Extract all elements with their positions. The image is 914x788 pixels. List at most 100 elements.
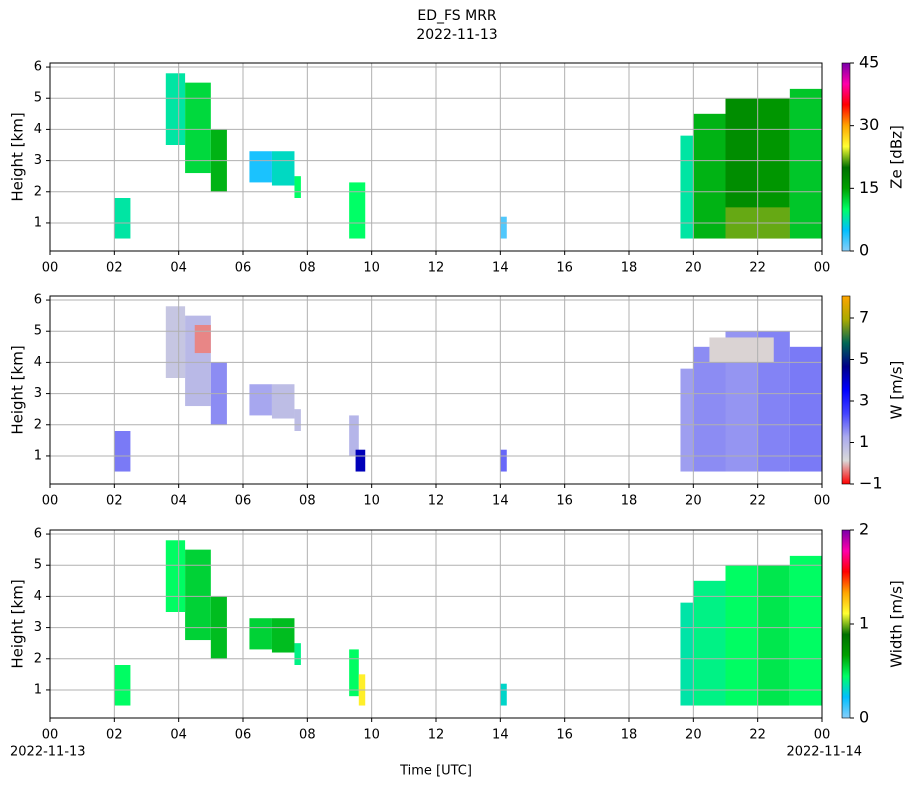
colorbar-tick-label: 15	[859, 178, 879, 197]
echo-cell	[165, 73, 186, 145]
x-tick-label: 10	[363, 261, 380, 276]
echo-cell	[680, 368, 694, 472]
y-tick-label: 3	[34, 386, 42, 401]
colorbar-label: Width [m/s]	[888, 580, 906, 668]
y-tick-label: 5	[34, 324, 42, 339]
echo-cell	[349, 649, 359, 697]
y-tick-label: 5	[34, 558, 42, 573]
echo-cell	[165, 540, 186, 612]
colorbar	[841, 295, 851, 485]
x-tick-label: 00	[42, 261, 59, 276]
echo-cell	[680, 602, 694, 706]
colorbar-tick-label: 45	[859, 53, 879, 72]
x-tick-label: 14	[492, 494, 509, 509]
echo-cell	[349, 182, 366, 239]
x-tick-label: 04	[170, 261, 187, 276]
colorbar-tick-label: 30	[859, 115, 879, 134]
x-tick-label: 02	[106, 494, 123, 509]
end-date: 2022-11-14	[786, 745, 862, 760]
echo-cell	[165, 306, 186, 378]
echo-cell	[114, 430, 131, 472]
x-tick-label: 12	[428, 728, 445, 743]
colorbar-tick-label: −1	[859, 474, 883, 493]
x-tick-label: 04	[170, 728, 187, 743]
echo-cell	[680, 135, 694, 239]
x-tick-label: 20	[685, 261, 702, 276]
colorbar	[841, 529, 851, 719]
x-tick-label: 02	[106, 261, 123, 276]
x-tick-label: 16	[556, 494, 573, 509]
echo-cell	[271, 618, 295, 653]
echo-cell	[709, 337, 774, 363]
x-tick-label: 08	[299, 494, 316, 509]
x-tick-label: 00	[42, 494, 59, 509]
y-tick-label: 4	[34, 589, 42, 604]
echo-cell	[185, 549, 211, 641]
title: ED_FS MRR	[417, 8, 497, 24]
echo-cell	[249, 618, 272, 650]
x-tick-label: 16	[556, 728, 573, 743]
x-tick-label: 22	[749, 728, 766, 743]
echo-cell	[693, 580, 726, 706]
x-tick-label: 20	[685, 728, 702, 743]
x-tick-label: 00	[814, 261, 831, 276]
x-tick-label: 22	[749, 494, 766, 509]
colorbar-tick-label: 3	[859, 390, 869, 409]
x-tick-label: 14	[492, 728, 509, 743]
echo-cell	[725, 565, 758, 706]
x-tick-label: 12	[428, 261, 445, 276]
colorbar-tick-label: 2	[859, 520, 869, 539]
y-tick-label: 3	[34, 620, 42, 635]
x-tick-label: 10	[363, 494, 380, 509]
y-tick-label: 1	[34, 682, 42, 697]
y-tick-label: 6	[34, 527, 42, 542]
x-tick-label: 18	[621, 494, 638, 509]
echo-cell	[789, 88, 822, 239]
colorbar-tick-label: 7	[859, 307, 869, 326]
colorbar-tick-label: 1	[859, 614, 869, 633]
echo-cell	[693, 346, 726, 472]
y-tick-label: 1	[34, 448, 42, 463]
echo-cell	[349, 415, 359, 456]
x-tick-label: 22	[749, 261, 766, 276]
colorbar-tick-label: 0	[859, 708, 869, 727]
echo-cell	[355, 449, 366, 472]
subtitle: 2022-11-13	[416, 27, 497, 43]
y-axis-label: Height [km]	[9, 345, 27, 434]
y-tick-label: 3	[34, 153, 42, 168]
echo-cell	[294, 643, 301, 665]
x-tick-label: 06	[235, 494, 252, 509]
echo-cell	[294, 409, 301, 431]
x-tick-label: 06	[235, 261, 252, 276]
y-tick-label: 6	[34, 293, 42, 308]
echo-cell	[500, 449, 507, 472]
echo-cell	[114, 664, 131, 706]
echo-cell	[693, 113, 726, 239]
colorbar-tick-label: 1	[859, 432, 869, 451]
y-axis-label: Height [km]	[9, 112, 27, 201]
x-tick-label: 02	[106, 728, 123, 743]
echo-cell	[789, 346, 822, 472]
colorbar-tick-label: 0	[859, 241, 869, 260]
y-tick-label: 4	[34, 355, 42, 370]
x-tick-label: 06	[235, 728, 252, 743]
x-tick-label: 10	[363, 728, 380, 743]
x-tick-label: 04	[170, 494, 187, 509]
echo-cell	[500, 216, 507, 239]
colorbar	[841, 62, 851, 252]
colorbar-tick-label: 5	[859, 349, 869, 368]
echo-cell	[500, 683, 507, 706]
plot-frame	[49, 62, 823, 252]
echo-cell	[114, 197, 131, 239]
colorbar-label: W [m/s]	[888, 361, 906, 420]
y-tick-label: 5	[34, 91, 42, 106]
x-tick-label: 08	[299, 261, 316, 276]
x-tick-label: 08	[299, 728, 316, 743]
y-tick-label: 4	[34, 122, 42, 137]
start-date: 2022-11-13	[10, 745, 86, 760]
echo-cell	[757, 565, 790, 706]
x-tick-label: 18	[621, 261, 638, 276]
x-tick-label: 20	[685, 494, 702, 509]
x-tick-label: 16	[556, 261, 573, 276]
echo-cell	[294, 176, 301, 198]
